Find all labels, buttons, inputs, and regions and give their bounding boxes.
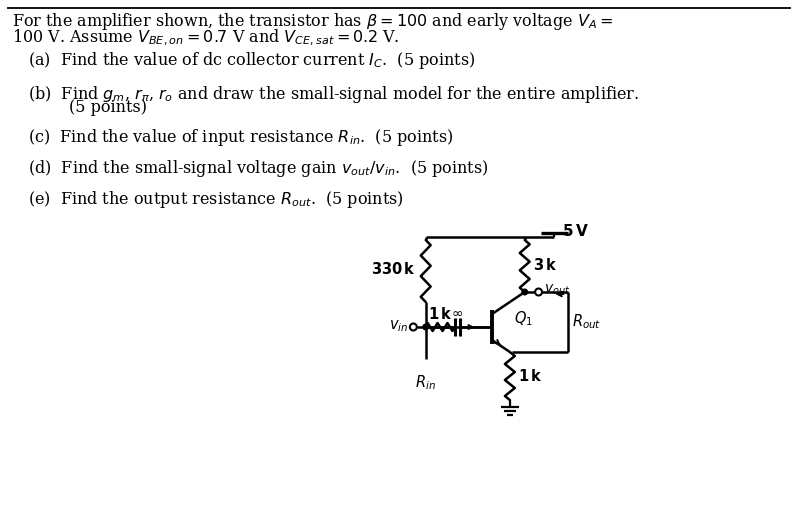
Text: (b)  Find $g_m$, $r_\pi$, $r_o$ and draw the small-signal model for the entire a: (b) Find $g_m$, $r_\pi$, $r_o$ and draw …	[27, 84, 638, 105]
Text: (5 points): (5 points)	[27, 99, 147, 116]
Circle shape	[410, 324, 417, 331]
Text: $\mathbf{3\,k}$: $\mathbf{3\,k}$	[533, 257, 557, 272]
Circle shape	[423, 324, 429, 330]
Text: For the amplifier shown, the transistor has $\beta = 100$ and early voltage $V_A: For the amplifier shown, the transistor …	[12, 11, 613, 32]
Text: $\mathbf{330\,k}$: $\mathbf{330\,k}$	[371, 262, 416, 278]
Circle shape	[535, 288, 542, 295]
Text: (d)  Find the small-signal voltage gain $v_{out}/v_{in}$.  (5 points): (d) Find the small-signal voltage gain $…	[27, 158, 488, 179]
Text: $\infty$: $\infty$	[451, 306, 463, 320]
Text: $v_{out}$: $v_{out}$	[543, 283, 570, 297]
Text: $v_{in}$: $v_{in}$	[389, 318, 409, 334]
Text: (c)  Find the value of input resistance $R_{in}$.  (5 points): (c) Find the value of input resistance $…	[27, 127, 453, 148]
Text: 100 V. Assume $V_{BE,on} = 0.7$ V and $V_{CE,sat} = 0.2$ V.: 100 V. Assume $V_{BE,on} = 0.7$ V and $V…	[12, 28, 400, 48]
Text: $\mathbf{1\,k}$: $\mathbf{1\,k}$	[428, 306, 452, 322]
Text: (e)  Find the output resistance $R_{out}$.  (5 points): (e) Find the output resistance $R_{out}$…	[27, 189, 404, 210]
Text: $R_{in}$: $R_{in}$	[415, 373, 436, 392]
Text: (a)  Find the value of dc collector current $I_C$.  (5 points): (a) Find the value of dc collector curre…	[27, 50, 476, 71]
Text: $\mathbf{1\,k}$: $\mathbf{1\,k}$	[517, 368, 542, 384]
Text: $\mathbf{5\,V}$: $\mathbf{5\,V}$	[563, 223, 589, 239]
Circle shape	[522, 289, 527, 295]
Text: $Q_1$: $Q_1$	[513, 310, 533, 328]
Text: $R_{out}$: $R_{out}$	[572, 313, 601, 331]
